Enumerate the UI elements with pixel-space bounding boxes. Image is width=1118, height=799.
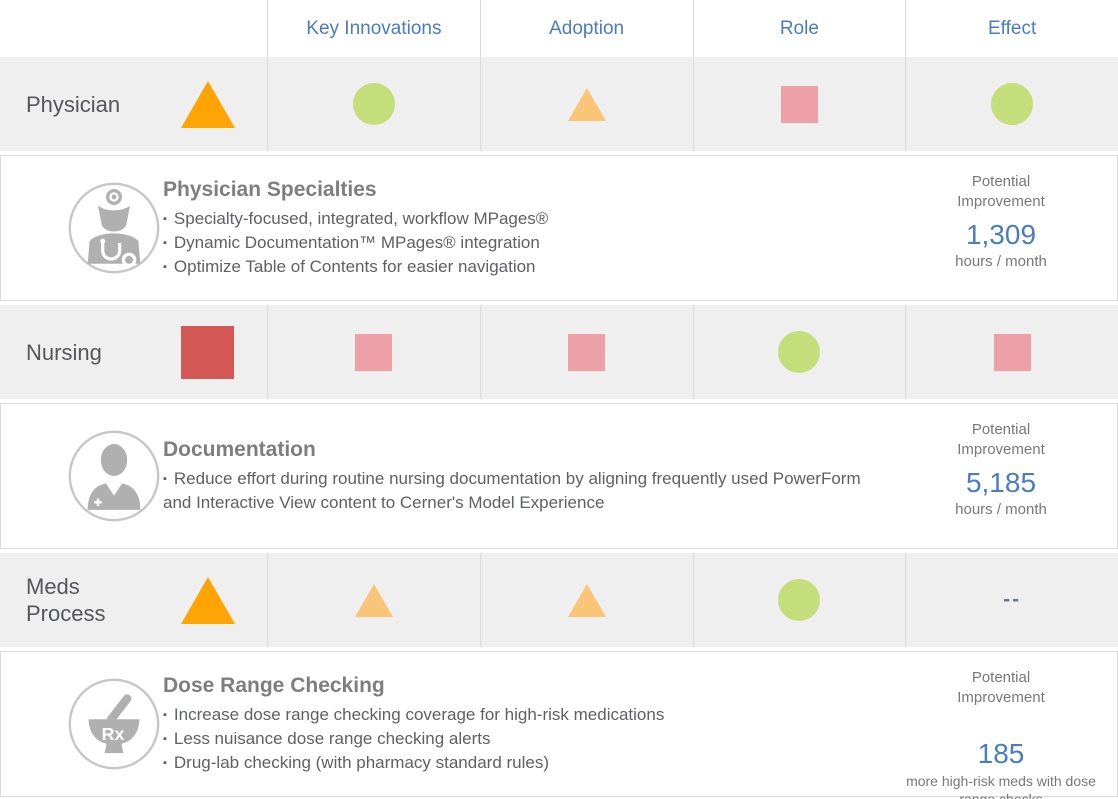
improvement-label: Potential Improvement	[957, 173, 1045, 210]
physician-icon	[67, 181, 161, 275]
column-header-role: Role	[692, 0, 906, 57]
improvement-value: 185	[977, 738, 1025, 769]
nursing-role-cell	[692, 305, 906, 399]
improvement-unit: hours / month	[955, 501, 1047, 518]
improvement-value: 5,185	[965, 467, 1037, 498]
status-shape	[355, 333, 393, 371]
detail-bullets: Specialty-focused, integrated, workflow …	[163, 207, 871, 279]
meds-status-shape	[180, 576, 235, 624]
bullet-item: Drug-lab checking (with pharmacy standar…	[163, 751, 871, 775]
detail-title: Documentation	[163, 437, 316, 461]
status-shape	[993, 333, 1031, 371]
physician-status-shape	[180, 80, 235, 128]
row-header-physician: Physician	[0, 57, 267, 151]
row-header-nursing: Nursing	[0, 305, 267, 399]
improvement-value: 1,309	[965, 219, 1037, 250]
detail-title: Physician Specialties	[163, 177, 377, 201]
physician-effect-cell	[905, 57, 1118, 151]
row-physician: Physician	[0, 57, 1118, 151]
row-header-meds-process: Meds Process	[0, 553, 267, 647]
bullet-item: Reduce effort during routine nursing doc…	[163, 467, 863, 515]
nursing-adoption-cell	[479, 305, 693, 399]
status-shape	[567, 87, 606, 121]
bullet-item: Less nuisance dose range checking alerts	[163, 727, 871, 751]
nursing-status-shape	[181, 325, 234, 379]
improvement-unit: hours / month	[955, 253, 1047, 270]
row-nursing: Nursing	[0, 305, 1118, 399]
nursing-key-innovations-cell	[267, 305, 480, 399]
column-header-adoption: Adoption	[479, 0, 693, 57]
bullet-item: Dynamic Documentation™ MPages® integrati…	[163, 231, 871, 255]
detail-body: Dose Range Checking Increase dose range …	[161, 674, 885, 775]
detail-bullets: Increase dose range checking coverage fo…	[163, 703, 871, 775]
status-shape	[778, 331, 821, 373]
improvement-unit: more high-risk meds with dose range chec…	[906, 773, 1096, 799]
bullet-item: Optimize Table of Contents for easier na…	[163, 255, 871, 279]
status-shape	[352, 83, 395, 125]
meds-effect-cell: --	[905, 553, 1118, 647]
detail-bullets: Reduce effort during routine nursing doc…	[163, 467, 871, 515]
potential-improvement-block: Potential Improvement 5,185 hours / mont…	[885, 404, 1117, 548]
status-shape	[991, 83, 1034, 125]
status-shape	[354, 583, 393, 617]
header-spacer	[0, 0, 267, 57]
meds-key-innovations-cell	[267, 553, 480, 647]
row-meds-process: Meds Process --	[0, 553, 1118, 647]
status-shape	[778, 579, 821, 621]
status-shape	[567, 583, 606, 617]
potential-improvement-block: Potential Improvement 1,309 hours / mont…	[885, 156, 1117, 300]
detail-title: Dose Range Checking	[163, 673, 385, 697]
detail-card-physician-specialties: Physician Specialties Specialty-focused,…	[0, 155, 1118, 301]
meds-role-cell	[692, 553, 906, 647]
detail-body: Documentation Reduce effort during routi…	[161, 438, 885, 515]
pharmacy-icon: Rx	[67, 677, 161, 771]
column-header-effect: Effect	[905, 0, 1118, 57]
nurse-icon	[67, 429, 161, 523]
bullet-item: Specialty-focused, integrated, workflow …	[163, 207, 871, 231]
status-shape	[568, 333, 606, 371]
row-label: Nursing	[26, 339, 102, 365]
physician-adoption-cell	[479, 57, 693, 151]
detail-card-dose-range-checking: Rx Dose Range Checking Increase dose ran…	[0, 651, 1118, 799]
improvement-label: Potential Improvement	[957, 669, 1045, 706]
bullet-item: Increase dose range checking coverage fo…	[163, 703, 871, 727]
nursing-effect-cell	[905, 305, 1118, 399]
status-shape	[780, 85, 818, 123]
physician-key-innovations-cell	[267, 57, 480, 151]
no-data-dash: --	[1003, 588, 1022, 611]
potential-improvement-block: Potential Improvement 185 more high-risk…	[885, 652, 1117, 799]
rx-symbol: Rx	[102, 724, 125, 744]
meds-adoption-cell	[479, 553, 693, 647]
table-header: Key Innovations Adoption Role Effect	[0, 0, 1118, 57]
row-label: Physician	[26, 91, 121, 117]
physician-role-cell	[692, 57, 906, 151]
detail-body: Physician Specialties Specialty-focused,…	[161, 178, 885, 279]
column-header-key-innovations: Key Innovations	[267, 0, 480, 57]
detail-card-documentation: Documentation Reduce effort during routi…	[0, 403, 1118, 549]
improvement-label: Potential Improvement	[957, 421, 1045, 458]
row-label: Meds Process	[26, 574, 106, 626]
